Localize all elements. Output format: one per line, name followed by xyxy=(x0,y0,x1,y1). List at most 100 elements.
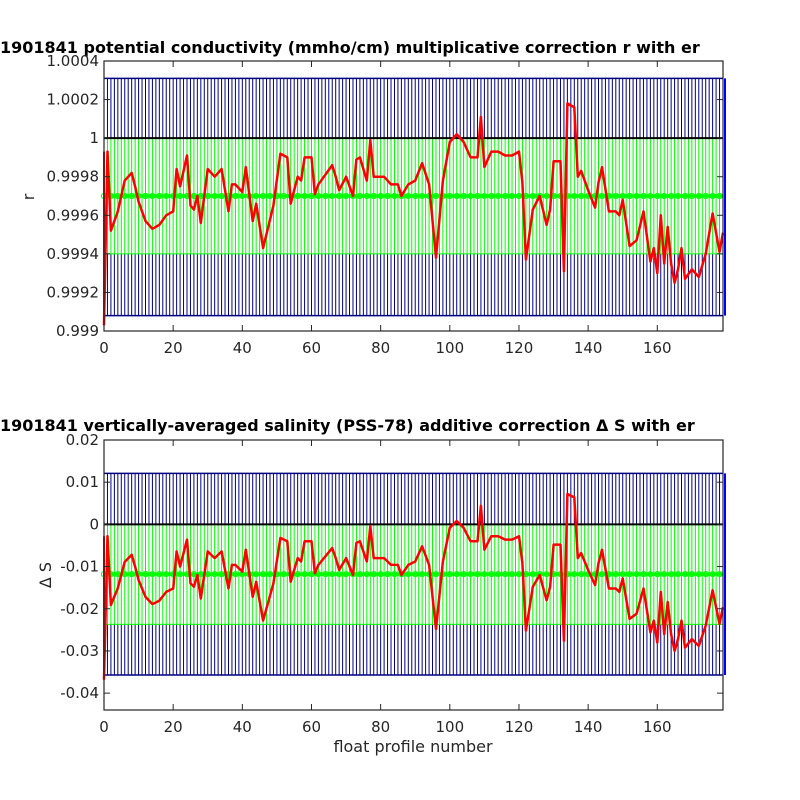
x-axis-ticks: 0 20 40 60 80 100 120 140 160 xyxy=(99,61,672,357)
y-tick-label: -0.02 xyxy=(60,600,99,618)
green-center-marker xyxy=(280,571,287,578)
green-center-marker xyxy=(460,571,467,578)
green-center-marker xyxy=(412,192,419,200)
green-center-marker xyxy=(633,571,640,578)
y-tick-label: 0.9998 xyxy=(47,168,100,186)
green-center-marker xyxy=(370,571,377,578)
green-center-marker xyxy=(391,571,398,578)
green-center-marker xyxy=(481,571,488,578)
green-center-marker xyxy=(294,571,301,578)
green-center-marker xyxy=(280,192,287,200)
green-center-marker xyxy=(515,192,523,200)
green-center-marker xyxy=(163,192,170,200)
chart-title: 1901841 potential conductivity (mmho/cm)… xyxy=(0,38,700,57)
green-center-marker xyxy=(308,192,315,200)
green-center-marker xyxy=(156,571,163,578)
x-tick-label: 20 xyxy=(164,718,183,736)
green-center-marker xyxy=(453,571,460,578)
green-center-marker xyxy=(432,571,440,578)
green-center-marker xyxy=(515,571,523,578)
y-tick-label: 0.02 xyxy=(66,431,99,449)
x-axis-label: float profile number xyxy=(333,737,493,756)
y-tick-label: 0.9996 xyxy=(47,206,100,224)
green-center-marker xyxy=(253,192,260,200)
y-tick-label: 1 xyxy=(89,129,99,147)
x-tick-label: 160 xyxy=(643,718,672,736)
green-center-marker xyxy=(598,192,606,200)
y-axis-ticks: -0.04 -0.03 -0.02 -0.01 0 0.01 0.02 xyxy=(60,431,723,702)
green-error-bars xyxy=(100,523,724,625)
green-center-marker xyxy=(266,571,274,578)
x-tick-label: 20 xyxy=(164,339,183,357)
green-center-marker xyxy=(363,571,370,578)
x-tick-label: 140 xyxy=(574,718,603,736)
green-center-marker xyxy=(301,571,308,578)
green-center-marker xyxy=(529,192,536,200)
chart-title: 1901841 vertically-averaged salinity (PS… xyxy=(0,416,695,435)
green-center-marker xyxy=(612,571,619,578)
green-center-marker xyxy=(688,192,695,200)
x-tick-label: 40 xyxy=(233,718,252,736)
green-center-marker xyxy=(391,192,398,200)
green-center-marker xyxy=(474,192,481,200)
green-center-marker xyxy=(695,192,702,200)
green-center-marker xyxy=(176,571,184,578)
y-axis-label: Δ S xyxy=(36,562,55,588)
green-center-marker xyxy=(716,192,723,200)
green-center-marker xyxy=(688,571,695,578)
green-center-marker xyxy=(405,192,412,200)
green-center-marker xyxy=(647,192,654,200)
green-center-marker xyxy=(508,571,516,578)
green-center-marker xyxy=(647,571,654,578)
green-center-marker xyxy=(342,192,350,200)
green-center-marker xyxy=(211,192,218,200)
green-center-marker xyxy=(142,571,149,578)
green-center-marker xyxy=(702,192,709,200)
green-center-marker xyxy=(253,571,260,578)
green-center-marker xyxy=(336,571,343,578)
green-center-marker xyxy=(384,571,391,578)
green-center-marker xyxy=(336,192,343,200)
y-tick-label: 0 xyxy=(89,515,99,533)
green-center-marker xyxy=(294,192,301,200)
x-tick-label: 120 xyxy=(505,339,534,357)
green-center-marker xyxy=(508,192,516,200)
green-center-marker xyxy=(668,571,675,578)
green-center-marker xyxy=(481,192,488,200)
green-center-marker xyxy=(709,571,716,578)
green-center-marker xyxy=(405,571,412,578)
green-center-marker xyxy=(342,571,350,578)
green-center-marker xyxy=(467,192,474,200)
y-axis-label: r xyxy=(19,193,38,200)
x-tick-label: 60 xyxy=(302,339,321,357)
green-center-marker xyxy=(412,571,419,578)
green-center-marker xyxy=(543,192,550,200)
green-center-marker xyxy=(176,192,184,200)
green-center-marker xyxy=(709,192,716,200)
green-center-marker xyxy=(578,571,585,578)
green-center-marker xyxy=(502,571,509,578)
green-center-marker xyxy=(626,571,633,578)
green-center-marker xyxy=(239,192,246,200)
green-center-marker xyxy=(232,571,239,578)
y-tick-label: 1.0002 xyxy=(47,91,100,109)
x-tick-label: 40 xyxy=(233,339,252,357)
green-center-marker xyxy=(674,192,682,200)
green-center-marker xyxy=(329,192,336,200)
green-center-marker xyxy=(128,192,135,200)
axes-frame xyxy=(103,439,724,711)
y-tick-label: -0.01 xyxy=(60,558,99,576)
green-center-marker xyxy=(702,571,709,578)
green-center-marker xyxy=(495,192,502,200)
green-center-marker xyxy=(453,192,460,200)
chart-conductivity-correction: 1901841 potential conductivity (mmho/cm)… xyxy=(0,38,726,357)
chart-salinity-correction: 1901841 vertically-averaged salinity (PS… xyxy=(0,416,726,756)
y-tick-label: -0.04 xyxy=(60,684,99,702)
green-center-marker xyxy=(681,571,689,578)
x-tick-label: 160 xyxy=(643,339,672,357)
green-center-marker xyxy=(218,192,225,200)
x-tick-label: 100 xyxy=(435,718,464,736)
y-tick-label: 0.01 xyxy=(66,473,99,491)
green-center-marker xyxy=(488,192,495,200)
